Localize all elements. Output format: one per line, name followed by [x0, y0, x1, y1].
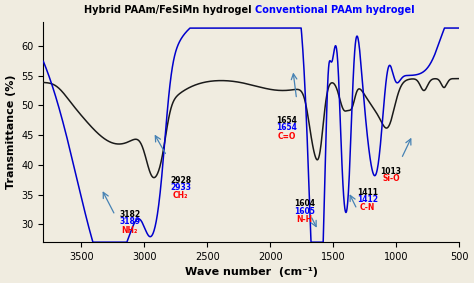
Text: 2928: 2928: [170, 176, 191, 185]
Text: 1654: 1654: [276, 116, 297, 125]
Text: 1654: 1654: [276, 123, 297, 132]
Text: 2933: 2933: [170, 183, 191, 192]
Text: N-H: N-H: [296, 215, 312, 224]
Text: 3189: 3189: [119, 217, 140, 226]
Text: 1604: 1604: [294, 200, 315, 209]
Y-axis label: Transmittance (%): Transmittance (%): [6, 75, 16, 189]
Text: NH₂: NH₂: [121, 226, 138, 235]
Text: 1411: 1411: [357, 188, 378, 197]
Text: 1412: 1412: [357, 195, 378, 204]
Text: 1013: 1013: [381, 167, 401, 176]
Text: CH₂: CH₂: [173, 191, 189, 200]
Text: Conventional PAAm hydrogel: Conventional PAAm hydrogel: [255, 5, 414, 16]
Text: 1605: 1605: [294, 207, 315, 216]
Text: Hybrid PAAm/FeSiMn hydrogel: Hybrid PAAm/FeSiMn hydrogel: [84, 5, 252, 16]
Text: C-N: C-N: [359, 203, 375, 212]
Text: C=O: C=O: [277, 132, 296, 141]
Text: Si-O: Si-O: [383, 175, 400, 183]
X-axis label: Wave number  (cm⁻¹): Wave number (cm⁻¹): [185, 267, 318, 277]
Text: 3182: 3182: [119, 210, 140, 219]
